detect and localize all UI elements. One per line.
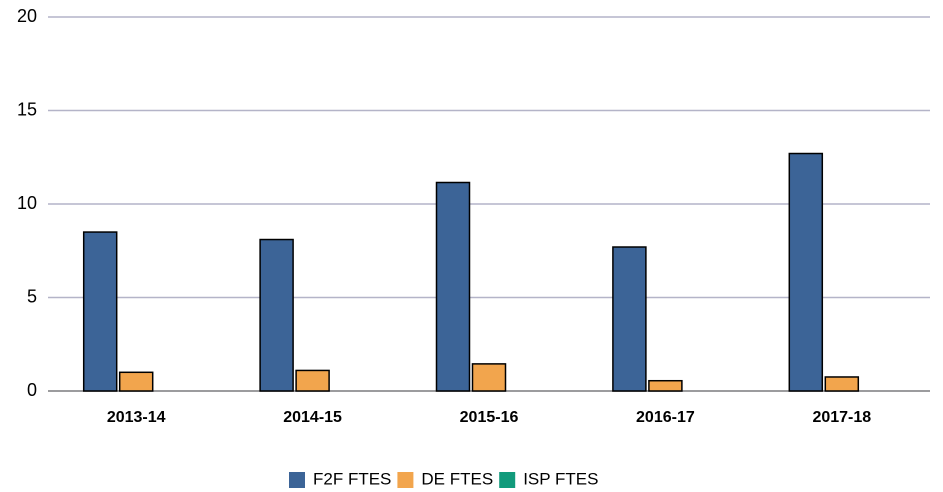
legend-swatch — [499, 472, 516, 488]
legend-swatch — [397, 472, 414, 488]
legend-label: DE FTES — [421, 469, 493, 488]
x-tick-label: 2015-16 — [460, 409, 519, 426]
bar — [648, 379, 683, 392]
y-tick-label: 20 — [17, 6, 37, 26]
bar — [788, 152, 824, 392]
x-tick-label: 2014-15 — [283, 409, 342, 426]
legend-swatch — [289, 472, 305, 488]
x-tick-label: 2016-17 — [636, 409, 695, 426]
y-tick-label: 15 — [17, 99, 37, 119]
bar — [295, 369, 330, 392]
y-tick-label: 0 — [27, 380, 37, 400]
bar — [259, 238, 294, 392]
y-tick-label: 10 — [17, 193, 37, 213]
x-tick-label: 2017-18 — [812, 409, 871, 426]
y-tick-label: 5 — [27, 286, 37, 306]
bar — [612, 246, 647, 392]
bar — [118, 371, 154, 392]
bar — [435, 181, 471, 392]
bar — [824, 376, 860, 392]
bar — [471, 363, 507, 392]
legend-label: ISP FTES — [523, 469, 598, 488]
x-tick-label: 2013-14 — [107, 409, 166, 426]
bar — [82, 231, 118, 392]
legend-label: F2F FTES — [313, 469, 391, 488]
